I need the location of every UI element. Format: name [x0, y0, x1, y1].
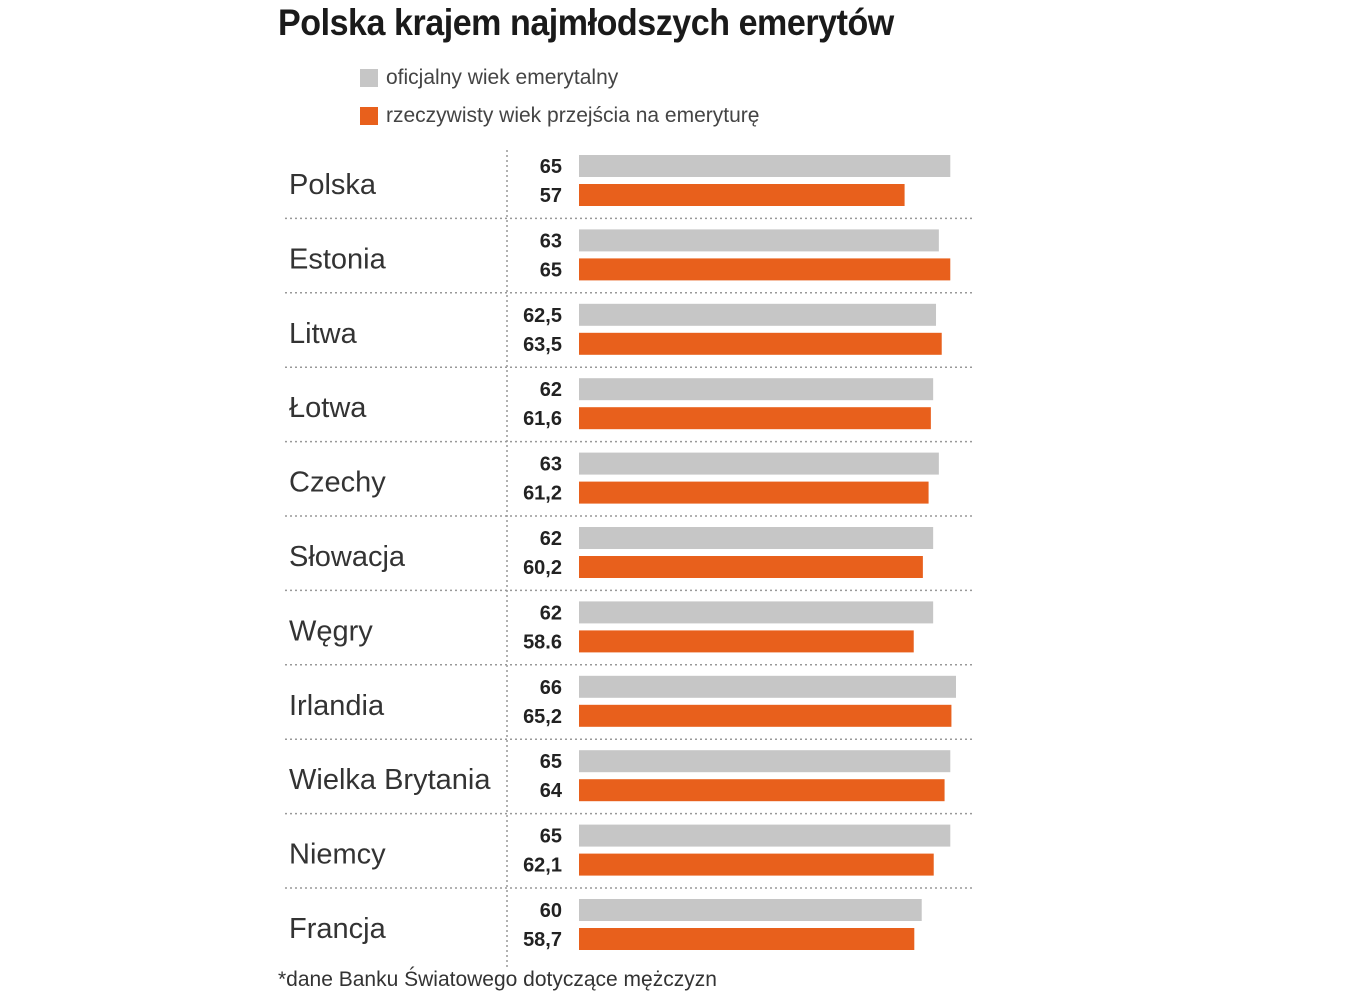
bar-official [579, 527, 934, 549]
bar-official [579, 750, 951, 773]
bar-actual [579, 407, 931, 430]
data-label: 58,7 [523, 929, 562, 951]
bar-actual [579, 258, 951, 281]
bar-official [579, 155, 951, 177]
legend-label-official: oficjalny wiek emerytalny [386, 66, 619, 89]
category-label: Estonia [289, 243, 387, 275]
bar-official [579, 229, 939, 252]
category-label: Niemcy [289, 839, 386, 871]
legend-item-actual: rzeczywisty wiek przejścia na emeryturę [360, 104, 759, 128]
category-label: Francja [289, 913, 387, 945]
data-label: 63 [540, 230, 562, 252]
data-label: 57 [540, 185, 562, 207]
data-label: 65 [540, 259, 562, 281]
bar-actual [579, 556, 923, 578]
data-label: 60,2 [523, 557, 562, 579]
data-label: 66 [540, 677, 562, 699]
legend-swatch-actual [360, 107, 378, 125]
data-label: 62,5 [523, 305, 562, 327]
category-label: Wielka Brytania [289, 764, 491, 796]
category-label: Łotwa [289, 392, 367, 424]
legend-swatch-official [360, 69, 378, 87]
bar-actual [579, 630, 914, 653]
category-label: Węgry [289, 615, 373, 647]
bar-official [579, 899, 922, 921]
category-label: Czechy [289, 467, 386, 499]
data-label: 65 [540, 156, 562, 178]
bar-actual [579, 332, 942, 355]
data-label: 61,6 [523, 408, 562, 430]
legend-item-official: oficjalny wiek emerytalny [360, 66, 618, 90]
bar-actual [579, 779, 945, 802]
bar-actual [579, 928, 915, 950]
data-label: 65 [540, 751, 562, 773]
data-label: 64 [540, 780, 563, 802]
bar-official [579, 675, 956, 698]
data-label: 61,2 [523, 483, 562, 505]
category-label: Irlandia [289, 690, 385, 722]
data-label: 58.6 [523, 631, 562, 653]
bar-actual [579, 481, 929, 504]
footnote: *dane Banku Światowego dotyczące mężczyz… [278, 968, 717, 991]
bar-actual [579, 184, 905, 206]
category-label: Polska [289, 169, 377, 201]
bar-official [579, 303, 937, 326]
data-label: 65,2 [523, 706, 562, 728]
data-label: 62 [540, 602, 562, 624]
chart-title: Polska krajem najmłodszych emerytów [278, 2, 894, 43]
bar-official [579, 601, 934, 624]
data-label: 62 [540, 528, 562, 550]
data-label: 65 [540, 826, 562, 848]
bar-official [579, 452, 939, 475]
bar-official [579, 378, 934, 401]
category-label: Litwa [289, 318, 358, 350]
data-label: 63,5 [523, 334, 562, 356]
legend-label-actual: rzeczywisty wiek przejścia na emeryturę [386, 104, 760, 127]
data-label: 62,1 [523, 855, 562, 877]
category-label: Słowacja [289, 541, 406, 573]
data-label: 62 [540, 379, 562, 401]
data-label: 63 [540, 454, 562, 476]
bar-actual [579, 704, 952, 727]
bar-actual [579, 853, 934, 876]
data-label: 60 [540, 900, 562, 922]
bar-official [579, 824, 951, 847]
